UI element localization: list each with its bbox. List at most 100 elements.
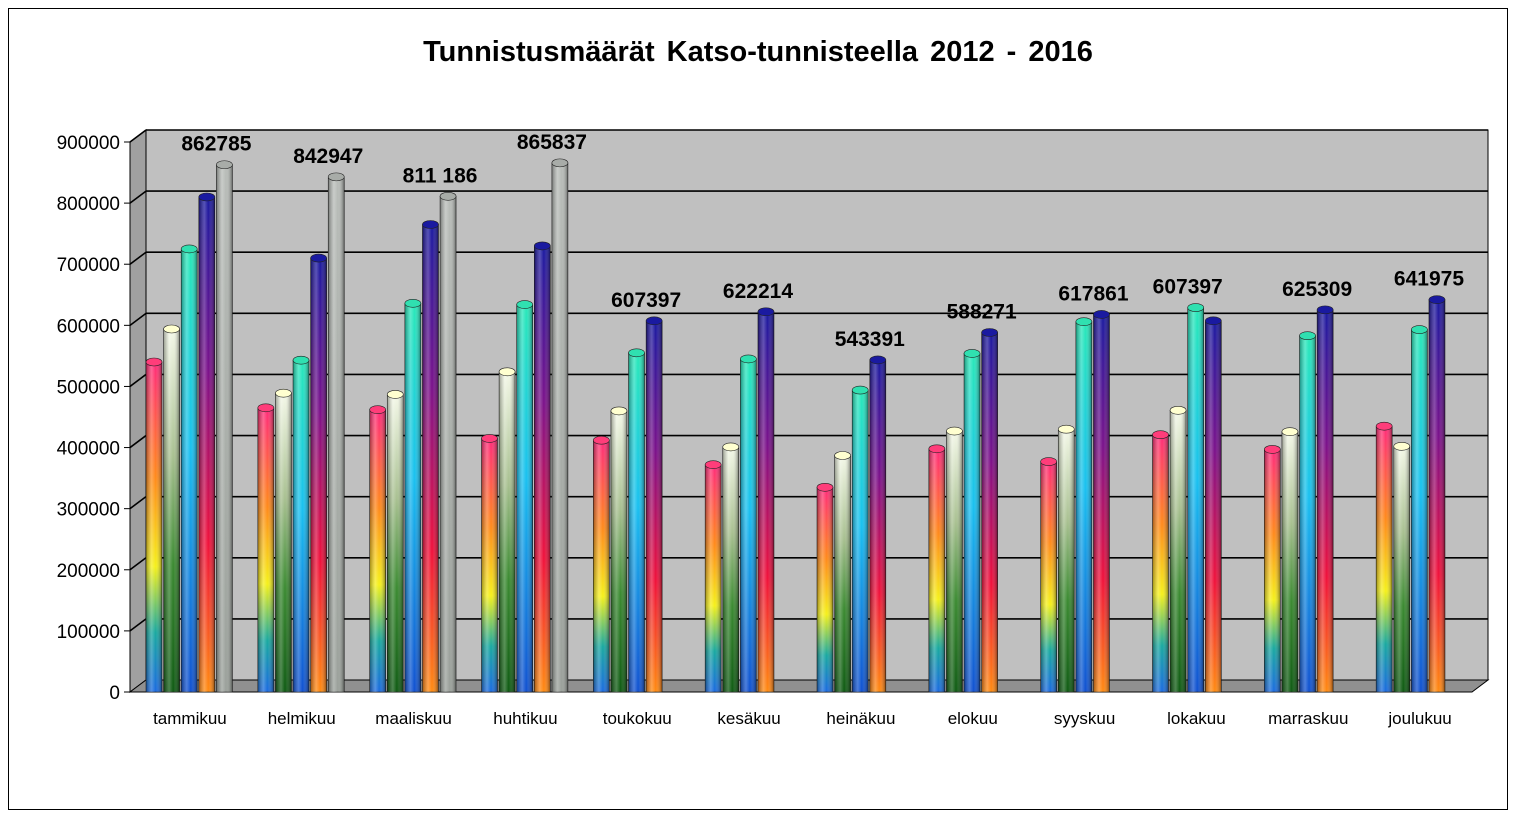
bar-shade — [610, 410, 627, 692]
bar-shade — [981, 332, 998, 692]
bar-shade — [181, 248, 198, 692]
bar-shade — [1152, 434, 1169, 692]
gridline-side — [129, 190, 147, 204]
y-tick-label: 300000 — [57, 500, 120, 521]
bar-top — [439, 191, 457, 201]
y-tick-label: 800000 — [57, 194, 120, 215]
bar-shade — [1299, 335, 1316, 692]
bar-top — [1375, 421, 1393, 431]
y-tick-label: 100000 — [57, 622, 120, 643]
bar-shade — [757, 311, 774, 692]
gridline-side — [129, 496, 147, 510]
chart-title: Tunnistusmäärät Katso-tunnisteella 2012 … — [423, 36, 1093, 68]
data-label: 811 186 — [403, 164, 478, 187]
bar-shade — [869, 359, 886, 692]
bar-shade — [928, 448, 945, 692]
bar-top — [1393, 442, 1411, 451]
x-category-label: kesäkuu — [717, 709, 780, 728]
gridline-side — [129, 373, 147, 388]
bar-shade — [551, 162, 568, 693]
bar-top — [198, 192, 216, 202]
data-label: 865837 — [517, 131, 587, 154]
bar-top — [851, 385, 869, 395]
bar-shade — [1040, 461, 1057, 692]
bar-shade — [163, 329, 180, 692]
bar-shade — [534, 245, 551, 692]
data-label: 588271 — [947, 301, 1017, 324]
x-category-label: marraskuu — [1268, 709, 1348, 728]
data-label: 543391 — [835, 328, 905, 351]
data-label: 617861 — [1058, 282, 1128, 305]
bar-top — [533, 241, 551, 251]
bar-top — [422, 220, 439, 229]
bar-top — [1281, 427, 1299, 436]
bar-shade — [964, 353, 981, 692]
bar-top — [145, 357, 163, 367]
bar-top — [310, 253, 327, 263]
bar-shade — [1058, 429, 1075, 692]
bar-top — [481, 434, 498, 443]
gridline-side — [129, 557, 147, 571]
bar-top — [163, 324, 180, 334]
gridline-side — [129, 129, 147, 143]
bar-shade — [722, 446, 739, 692]
bar-top — [1299, 331, 1316, 341]
x-category-label: syyskuu — [1054, 709, 1115, 728]
y-tick-label: 900000 — [57, 133, 120, 154]
bar-top — [292, 355, 310, 365]
bar-shade — [310, 258, 327, 692]
gridline-side — [129, 618, 147, 632]
x-category-label: toukokuu — [603, 709, 672, 728]
y-tick-label: 700000 — [57, 255, 120, 276]
bar-shade — [293, 360, 310, 692]
plot-side-wall — [129, 129, 147, 693]
y-tick-label: 400000 — [57, 439, 120, 460]
x-category-label: tammikuu — [153, 709, 227, 728]
bar-top — [1075, 317, 1093, 326]
bar-top — [1428, 295, 1446, 304]
bar-top — [1093, 310, 1110, 319]
bar-shade — [1376, 426, 1393, 692]
bar-shade — [740, 358, 757, 692]
bar-shade — [404, 303, 421, 692]
bar-shade — [817, 487, 833, 692]
bar-top — [369, 405, 386, 414]
bar-top — [593, 435, 610, 445]
bar-shade — [257, 407, 274, 692]
bar-shade — [198, 197, 215, 692]
bar-shade — [628, 352, 645, 692]
bar-top — [1316, 305, 1334, 315]
bar-shade — [328, 176, 345, 692]
x-category-label: joulukuu — [1387, 709, 1451, 728]
x-category-label: helmikuu — [268, 709, 336, 728]
bar-top — [816, 482, 834, 492]
bar-top — [1264, 445, 1281, 454]
bar-top — [275, 388, 292, 398]
data-label: 625309 — [1282, 278, 1352, 301]
bar-top — [1187, 303, 1204, 312]
bar-top — [722, 442, 740, 452]
bar-top — [834, 451, 851, 460]
bar-shade — [946, 431, 963, 692]
y-tick-label: 200000 — [57, 561, 120, 582]
gridline-side — [129, 251, 147, 265]
bar-top — [946, 426, 963, 436]
bar-top — [757, 307, 775, 317]
data-label: 641975 — [1394, 268, 1464, 291]
bar-shade — [1264, 449, 1281, 692]
bar-shade — [834, 455, 851, 692]
x-category-label: heinäkuu — [826, 709, 895, 728]
bar-shade — [387, 394, 404, 692]
bar-shade — [440, 196, 457, 693]
bar-shade — [481, 438, 498, 692]
bar-top — [257, 403, 275, 413]
bar-top — [1205, 316, 1222, 326]
bar-shade — [705, 464, 722, 692]
bar-top — [180, 244, 198, 254]
bar-top — [628, 348, 645, 358]
data-label: 622214 — [723, 280, 793, 303]
bar-top — [216, 160, 233, 170]
bar-shade — [1393, 446, 1410, 692]
bar-top — [498, 367, 516, 377]
